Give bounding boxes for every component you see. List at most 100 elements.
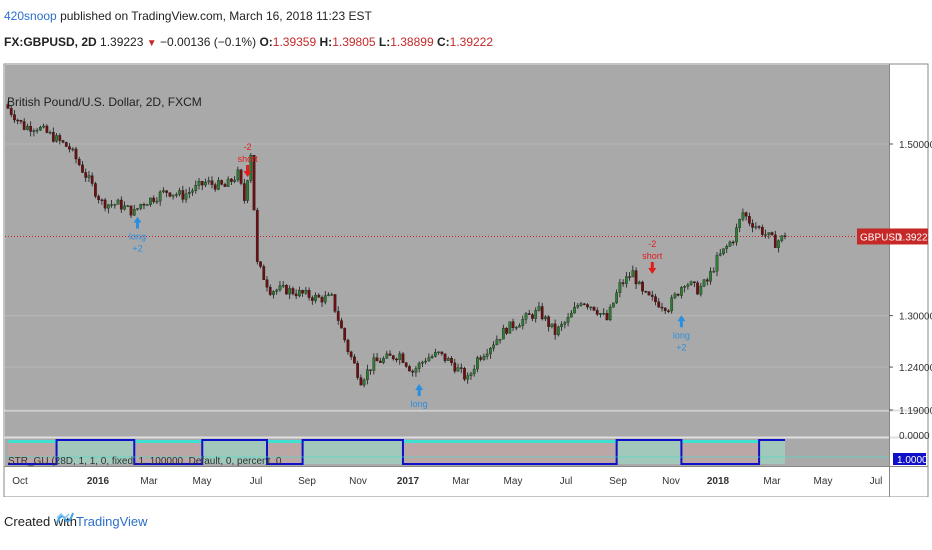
candle-body (592, 306, 596, 311)
candle-body (569, 312, 573, 318)
candle-body (770, 232, 774, 236)
candle-body (615, 292, 619, 304)
candle-body (310, 297, 314, 301)
candle-body (421, 361, 424, 364)
candle-body (162, 190, 165, 193)
long-arrow-icon (677, 315, 686, 328)
candle-body (223, 184, 227, 187)
candle-body (709, 271, 712, 282)
candle-body (55, 135, 58, 142)
candle-body (207, 180, 211, 183)
candle-body (657, 301, 661, 308)
open-label: O: (259, 35, 273, 49)
candle-body (239, 169, 243, 184)
tradingview-brand[interactable]: TradingView (76, 514, 148, 529)
candle-body (780, 235, 784, 241)
x-tick-label: Sep (609, 476, 627, 487)
candle-body (544, 316, 547, 320)
candle-body (576, 305, 580, 308)
candle-body (233, 179, 236, 182)
candle-body (670, 297, 674, 312)
candle-body (97, 196, 100, 200)
candle-body (728, 241, 732, 247)
indicator-fill-high (56, 440, 135, 464)
long-signal-label: long (673, 330, 690, 340)
long-arrow-icon (133, 216, 142, 229)
short-signal-label: -2 (244, 142, 252, 152)
candle-body (417, 363, 421, 369)
candle-body (77, 158, 81, 166)
indicator-fill-high (202, 440, 267, 464)
x-tick-label: 2017 (397, 476, 420, 487)
candle-body (699, 286, 703, 295)
candle-body (84, 172, 88, 178)
candle-body (107, 204, 110, 209)
candle-body (498, 338, 502, 341)
candle-body (605, 313, 609, 321)
candle-body (518, 325, 521, 328)
candle-body (314, 294, 317, 301)
chart-area[interactable]: long +2 -2 short -2 short long +2 long 1.50000 1.… (0, 63, 932, 498)
signal-markers: long +2 -2 short -2 short long +2 long (129, 142, 690, 409)
candle-body (482, 356, 486, 360)
x-tick-label: Jul (250, 476, 263, 487)
candle-body (501, 327, 505, 340)
candle-body (336, 311, 340, 321)
candle-body (689, 281, 693, 286)
y-tick-label: 1.24000 (899, 363, 932, 374)
candle-body (563, 322, 567, 325)
candle-body (149, 197, 152, 205)
time-axis[interactable]: Oct 2016 Mar May Jul Sep Nov 2017 Mar May Jul Sep No… (12, 476, 882, 487)
price-axis[interactable]: 1.50000 1.30000 1.24000 1.19000 0.0000 1.0000… (857, 140, 932, 466)
candle-body (304, 290, 308, 294)
candle-body (446, 358, 450, 361)
candle-body (650, 294, 654, 297)
candle-body (440, 351, 444, 354)
chart-title: British Pound/U.S. Dollar, 2D, FXCM (7, 95, 202, 109)
candle-body (767, 232, 771, 235)
candle-body (521, 319, 525, 326)
candle-body (288, 288, 292, 295)
candle-body (320, 297, 324, 303)
candle-body (129, 205, 133, 216)
candle-body (557, 326, 560, 335)
indicator-fill-high (616, 440, 682, 464)
candle-body (748, 216, 751, 224)
candle-body (165, 190, 168, 193)
publish-info: published on TradingView.com, March 16, … (60, 9, 372, 23)
candle-body (492, 344, 495, 349)
candle-body (113, 204, 117, 206)
candle-body (404, 362, 408, 367)
candle-body (145, 204, 149, 206)
long-signal-label: long (129, 232, 146, 242)
candle-body (285, 285, 288, 295)
author-link[interactable]: 420snoop (4, 9, 57, 23)
candle-body (527, 313, 531, 315)
candle-body (265, 279, 269, 288)
candle-body (741, 212, 745, 220)
candle-body (174, 194, 178, 196)
candle-body (340, 320, 343, 329)
candle-body (456, 367, 460, 372)
candle-body (514, 327, 518, 329)
candle-body (466, 375, 470, 380)
candle-body (472, 368, 476, 374)
candle-body (751, 223, 754, 228)
candle-body (437, 351, 440, 354)
candle-body (220, 180, 224, 185)
symbol-line: FX:GBPUSD, 2D 1.39223 ▼ −0.00136 (−0.1%)… (4, 35, 493, 49)
candle-body (395, 358, 398, 361)
candle-body (307, 290, 311, 298)
candle-body (181, 190, 185, 200)
candle-body (628, 276, 631, 278)
candle-body (579, 303, 583, 306)
candle-body (485, 353, 489, 357)
high-value: 1.39805 (332, 35, 376, 49)
high-label: H: (319, 35, 333, 49)
candle-body (573, 306, 576, 314)
candle-body (511, 321, 515, 329)
candle-body (686, 284, 690, 287)
candle-body (81, 164, 84, 173)
short-signal-label: short (238, 154, 259, 164)
